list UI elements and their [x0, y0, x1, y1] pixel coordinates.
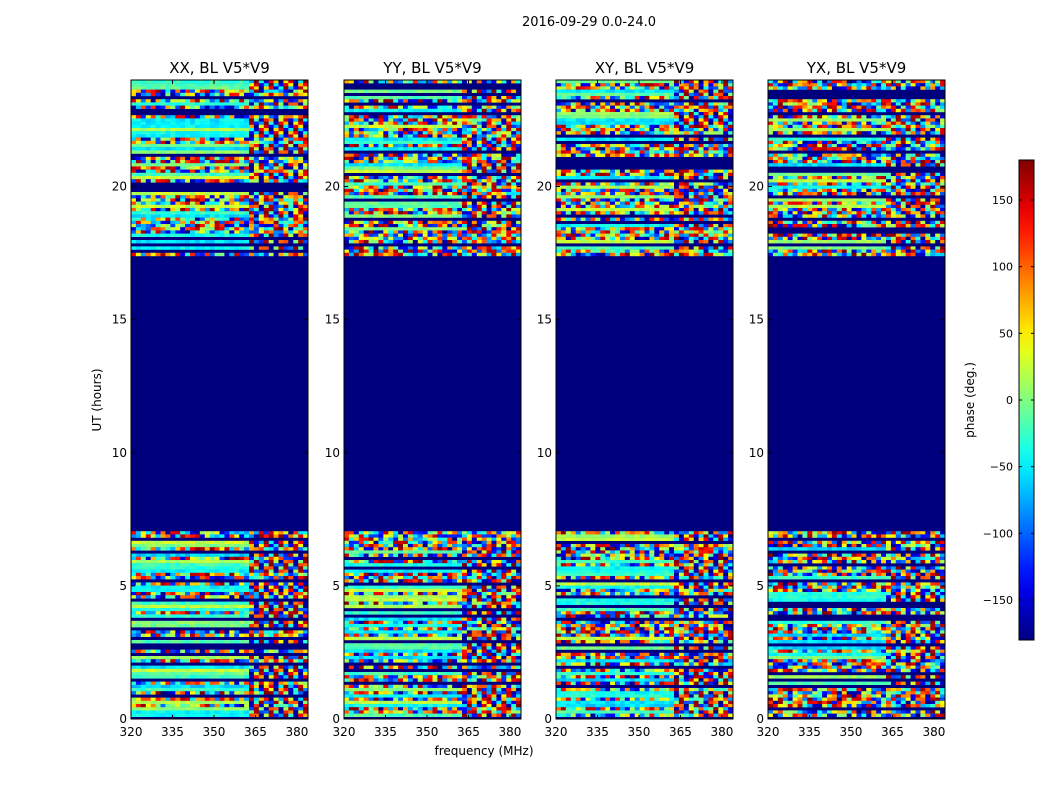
panel-frame: [343, 79, 522, 720]
y-tick-label: 0: [756, 712, 764, 726]
panel-yy: YY, BL V5*V9 320 335 350 365 380 0 5 10 15 20: [325, 59, 522, 739]
y-tick-label: 20: [537, 180, 552, 194]
figure-suptitle: 2016-09-29 0.0-24.0: [522, 15, 656, 30]
y-tick-label: 5: [119, 579, 127, 593]
y-tick-label: 5: [332, 579, 340, 593]
panel-title: XY, BL V5*V9: [595, 59, 695, 77]
y-tick-label: 5: [544, 579, 552, 593]
x-tick-label: 335: [161, 725, 184, 739]
panel-title: XX, BL V5*V9: [169, 59, 270, 77]
colorbar-tick-label: 100: [992, 261, 1013, 274]
x-axis-label: frequency (MHz): [434, 744, 533, 758]
phase-heatmap: [556, 80, 733, 717]
y-tick-label: 10: [112, 446, 127, 460]
x-tick-label: 365: [669, 725, 692, 739]
y-tick-label: 0: [544, 712, 552, 726]
x-tick-label: 380: [285, 725, 308, 739]
x-tick-label: 335: [374, 725, 397, 739]
phase-heatmap: [768, 80, 945, 717]
colorbar-tick-label: 0: [1006, 394, 1013, 407]
y-tick-label: 15: [537, 313, 552, 327]
x-tick-label: 350: [628, 725, 651, 739]
panel-title: YX, BL V5*V9: [806, 59, 907, 77]
y-tick-label: 20: [749, 180, 764, 194]
x-tick-label: 350: [203, 725, 226, 739]
y-tick-label: 10: [749, 446, 764, 460]
y-axis-label: UT (hours): [90, 368, 104, 431]
x-tick-label: 380: [498, 725, 521, 739]
x-tick-label: 335: [798, 725, 821, 739]
x-tick-label: 350: [840, 725, 863, 739]
panel-xx: XX, BL V5*V9 320 335 350 365 380 0 5 10 15 20: [112, 59, 309, 739]
panel-frame: [555, 79, 734, 720]
x-tick-label: 320: [333, 725, 356, 739]
y-tick-label: 10: [325, 446, 340, 460]
panel-frame: [767, 79, 946, 720]
y-tick-label: 0: [332, 712, 340, 726]
y-tick-label: 15: [325, 313, 340, 327]
x-tick-label: 320: [757, 725, 780, 739]
panel-yx: YX, BL V5*V9 320 335 350 365 380 0 5 10 15 20: [749, 59, 946, 739]
phase-heatmap: [344, 80, 521, 717]
colorbar-tick-label: 50: [999, 327, 1013, 340]
x-tick-label: 320: [120, 725, 143, 739]
x-tick-label: 365: [244, 725, 267, 739]
x-tick-label: 350: [416, 725, 439, 739]
colorbar-tick-label: −50: [990, 461, 1013, 474]
colorbar: 150 100 50 0 −50 −100 −150: [983, 159, 1035, 641]
y-tick-label: 10: [537, 446, 552, 460]
y-tick-label: 15: [749, 313, 764, 327]
panel-title: YY, BL V5*V9: [382, 59, 481, 77]
colorbar-tick-label: −150: [983, 594, 1013, 607]
x-tick-label: 380: [922, 725, 945, 739]
colorbar-tick-label: 150: [992, 194, 1013, 207]
colorbar-label: phase (deg.): [963, 362, 977, 438]
phase-heatmap: [131, 80, 308, 717]
y-tick-label: 15: [112, 313, 127, 327]
y-tick-label: 20: [325, 180, 340, 194]
panel-xy: XY, BL V5*V9 320 335 350 365 380 0 5 10 15 20: [537, 59, 734, 739]
x-tick-label: 365: [457, 725, 480, 739]
y-tick-label: 5: [756, 579, 764, 593]
colorbar-tick-label: −100: [983, 527, 1013, 540]
x-tick-label: 320: [545, 725, 568, 739]
panel-frame: [130, 79, 309, 720]
x-tick-label: 365: [881, 725, 904, 739]
y-tick-label: 20: [112, 180, 127, 194]
y-tick-label: 0: [119, 712, 127, 726]
x-tick-label: 335: [586, 725, 609, 739]
x-tick-label: 380: [710, 725, 733, 739]
